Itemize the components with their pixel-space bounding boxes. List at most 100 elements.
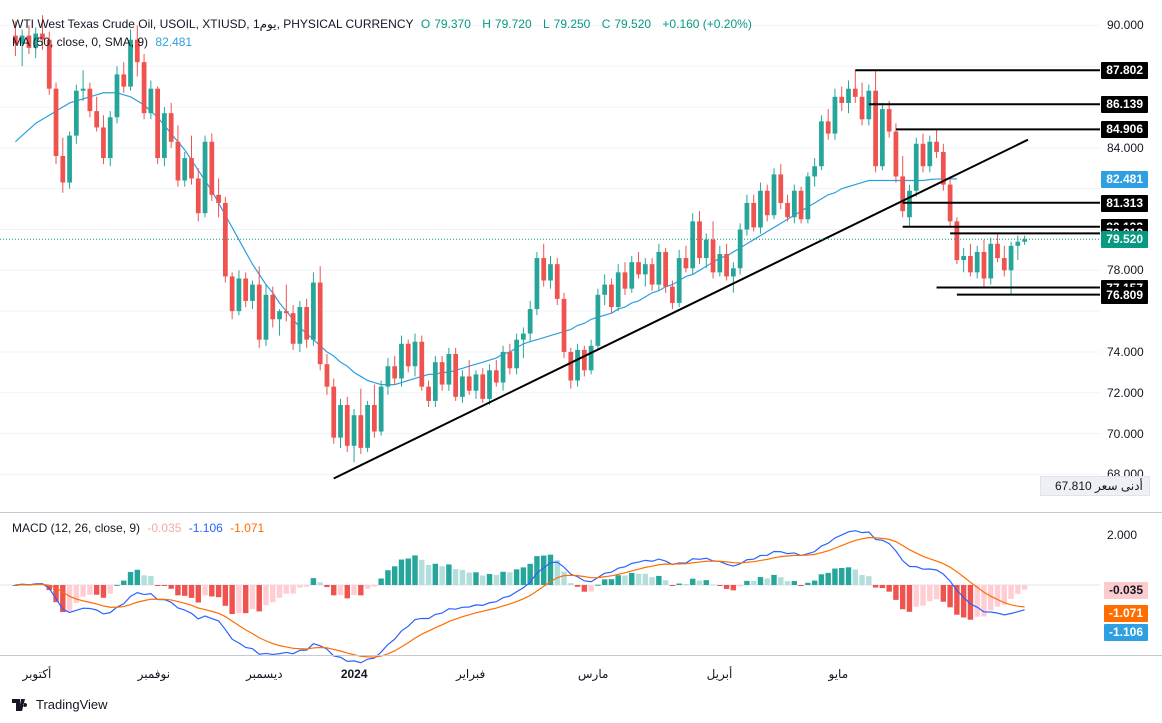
symbol-line: WTI West Texas Crude Oil, USOIL, XTIUSD,… xyxy=(12,17,414,31)
macd-histogram-bar xyxy=(317,582,323,585)
candle-body xyxy=(487,370,492,399)
candle-body xyxy=(297,307,303,344)
candle-body xyxy=(128,39,133,87)
ma-legend[interactable]: MA (50, close, 0, SMA, 9) 82.481 xyxy=(12,35,196,49)
candle-body xyxy=(880,109,885,167)
candle-body xyxy=(724,253,729,277)
drawings xyxy=(0,69,1100,480)
candle-body xyxy=(541,258,547,281)
macd-histogram-bar xyxy=(886,585,892,592)
trendline xyxy=(333,138,1029,480)
macd-histogram-bar xyxy=(351,585,357,595)
candle-body xyxy=(277,311,282,320)
macd-histogram-bar xyxy=(161,585,168,586)
candle-body xyxy=(927,141,933,167)
time-axis-label: ديسمبر xyxy=(246,667,283,681)
macd-histogram-bar xyxy=(866,576,872,585)
macd-histogram-bar xyxy=(188,585,195,598)
candle-body xyxy=(351,415,357,446)
candle-body xyxy=(683,258,689,269)
price-tag: 79.520 xyxy=(1101,231,1148,249)
macd-histogram-bar xyxy=(723,585,730,589)
macd-legend[interactable]: MACD (12, 26, close, 9) -0.035 -1.106 -1… xyxy=(12,521,268,535)
macd-histogram-bar xyxy=(405,558,411,585)
macd-histogram-bar xyxy=(378,578,384,585)
candle-body xyxy=(141,62,147,114)
candle-body xyxy=(460,376,465,397)
macd-histogram-bar xyxy=(588,585,594,592)
macd-histogram-bar xyxy=(486,574,493,585)
candle-body xyxy=(832,96,838,134)
candle-body xyxy=(114,74,120,118)
macd-histogram-bar xyxy=(182,585,188,596)
macd-histogram-bar xyxy=(66,585,73,611)
macd-signal-line xyxy=(15,536,1025,658)
candle-body xyxy=(311,282,316,340)
candle-body xyxy=(751,202,757,228)
macd-histogram-bar xyxy=(554,560,560,585)
candle-body xyxy=(873,90,878,167)
macd-histogram-bar xyxy=(12,585,19,586)
candle-body xyxy=(812,166,818,177)
macd-histogram-bar xyxy=(778,577,784,585)
candle-body xyxy=(13,35,18,44)
candle-body xyxy=(80,88,86,91)
macd-histogram-bar xyxy=(920,585,926,606)
candle-body xyxy=(19,35,25,44)
macd-histogram-bar xyxy=(642,573,649,585)
macd-tag: -0.035 xyxy=(1103,582,1148,599)
macd-histogram-bar xyxy=(93,585,100,595)
macd-histogram-bar xyxy=(1021,585,1028,590)
macd-histogram-bar xyxy=(446,564,452,585)
candle-body xyxy=(629,262,635,289)
macd-histogram-bar xyxy=(283,585,290,594)
macd-histogram-bar xyxy=(784,581,791,585)
macd-hist-value: -0.035 xyxy=(147,521,182,535)
price-axis-label: 90.000 xyxy=(1107,18,1144,33)
tradingview-logo[interactable]: TradingView xyxy=(12,697,108,712)
candle-body xyxy=(791,190,797,218)
macd-histogram-bar xyxy=(80,585,86,597)
macd-histogram-bar xyxy=(412,555,418,585)
candle-body xyxy=(913,143,919,191)
candle-body xyxy=(798,190,804,220)
candle-body xyxy=(710,239,716,273)
candle-body xyxy=(1015,241,1021,246)
candle-body xyxy=(615,272,621,308)
macd-histogram-bar xyxy=(534,556,540,585)
macd-histogram-bar xyxy=(730,585,737,591)
macd-histogram-bar xyxy=(601,579,608,585)
candle-body xyxy=(53,88,59,157)
macd-histogram-bar xyxy=(744,580,750,585)
candle-body xyxy=(216,194,221,203)
macd-axis-label: 2.000 xyxy=(1107,528,1138,542)
grid xyxy=(0,24,1100,475)
candle-body xyxy=(229,276,235,312)
macd-histogram-bar xyxy=(303,585,310,587)
candle-body xyxy=(283,311,289,314)
candle-body xyxy=(209,141,215,195)
candle-body xyxy=(168,113,174,142)
high-value: 79.720 xyxy=(494,17,532,31)
macd-histogram-bar xyxy=(764,578,770,585)
candle-body xyxy=(189,158,194,179)
macd-histogram-bar xyxy=(202,585,208,596)
price-tag: 81.313 xyxy=(1101,194,1148,212)
min-price-text: أدنى سعر xyxy=(1095,479,1143,493)
candle-body xyxy=(121,74,127,87)
candle-body xyxy=(988,243,994,279)
candle-body xyxy=(846,88,851,103)
candle-body xyxy=(940,151,946,185)
macd-histogram-bar xyxy=(568,583,574,585)
macd-histogram-bar xyxy=(791,581,798,585)
candle-body xyxy=(473,374,479,391)
macd-histogram-bar xyxy=(134,569,141,585)
candle-body xyxy=(67,135,72,183)
macd-histogram-bar xyxy=(53,585,59,603)
candle-body xyxy=(554,264,560,299)
pane-separator[interactable] xyxy=(0,512,1162,513)
macd-histogram-bar xyxy=(608,579,615,585)
candle-body xyxy=(622,272,628,289)
macd-histogram-bar xyxy=(595,584,601,586)
